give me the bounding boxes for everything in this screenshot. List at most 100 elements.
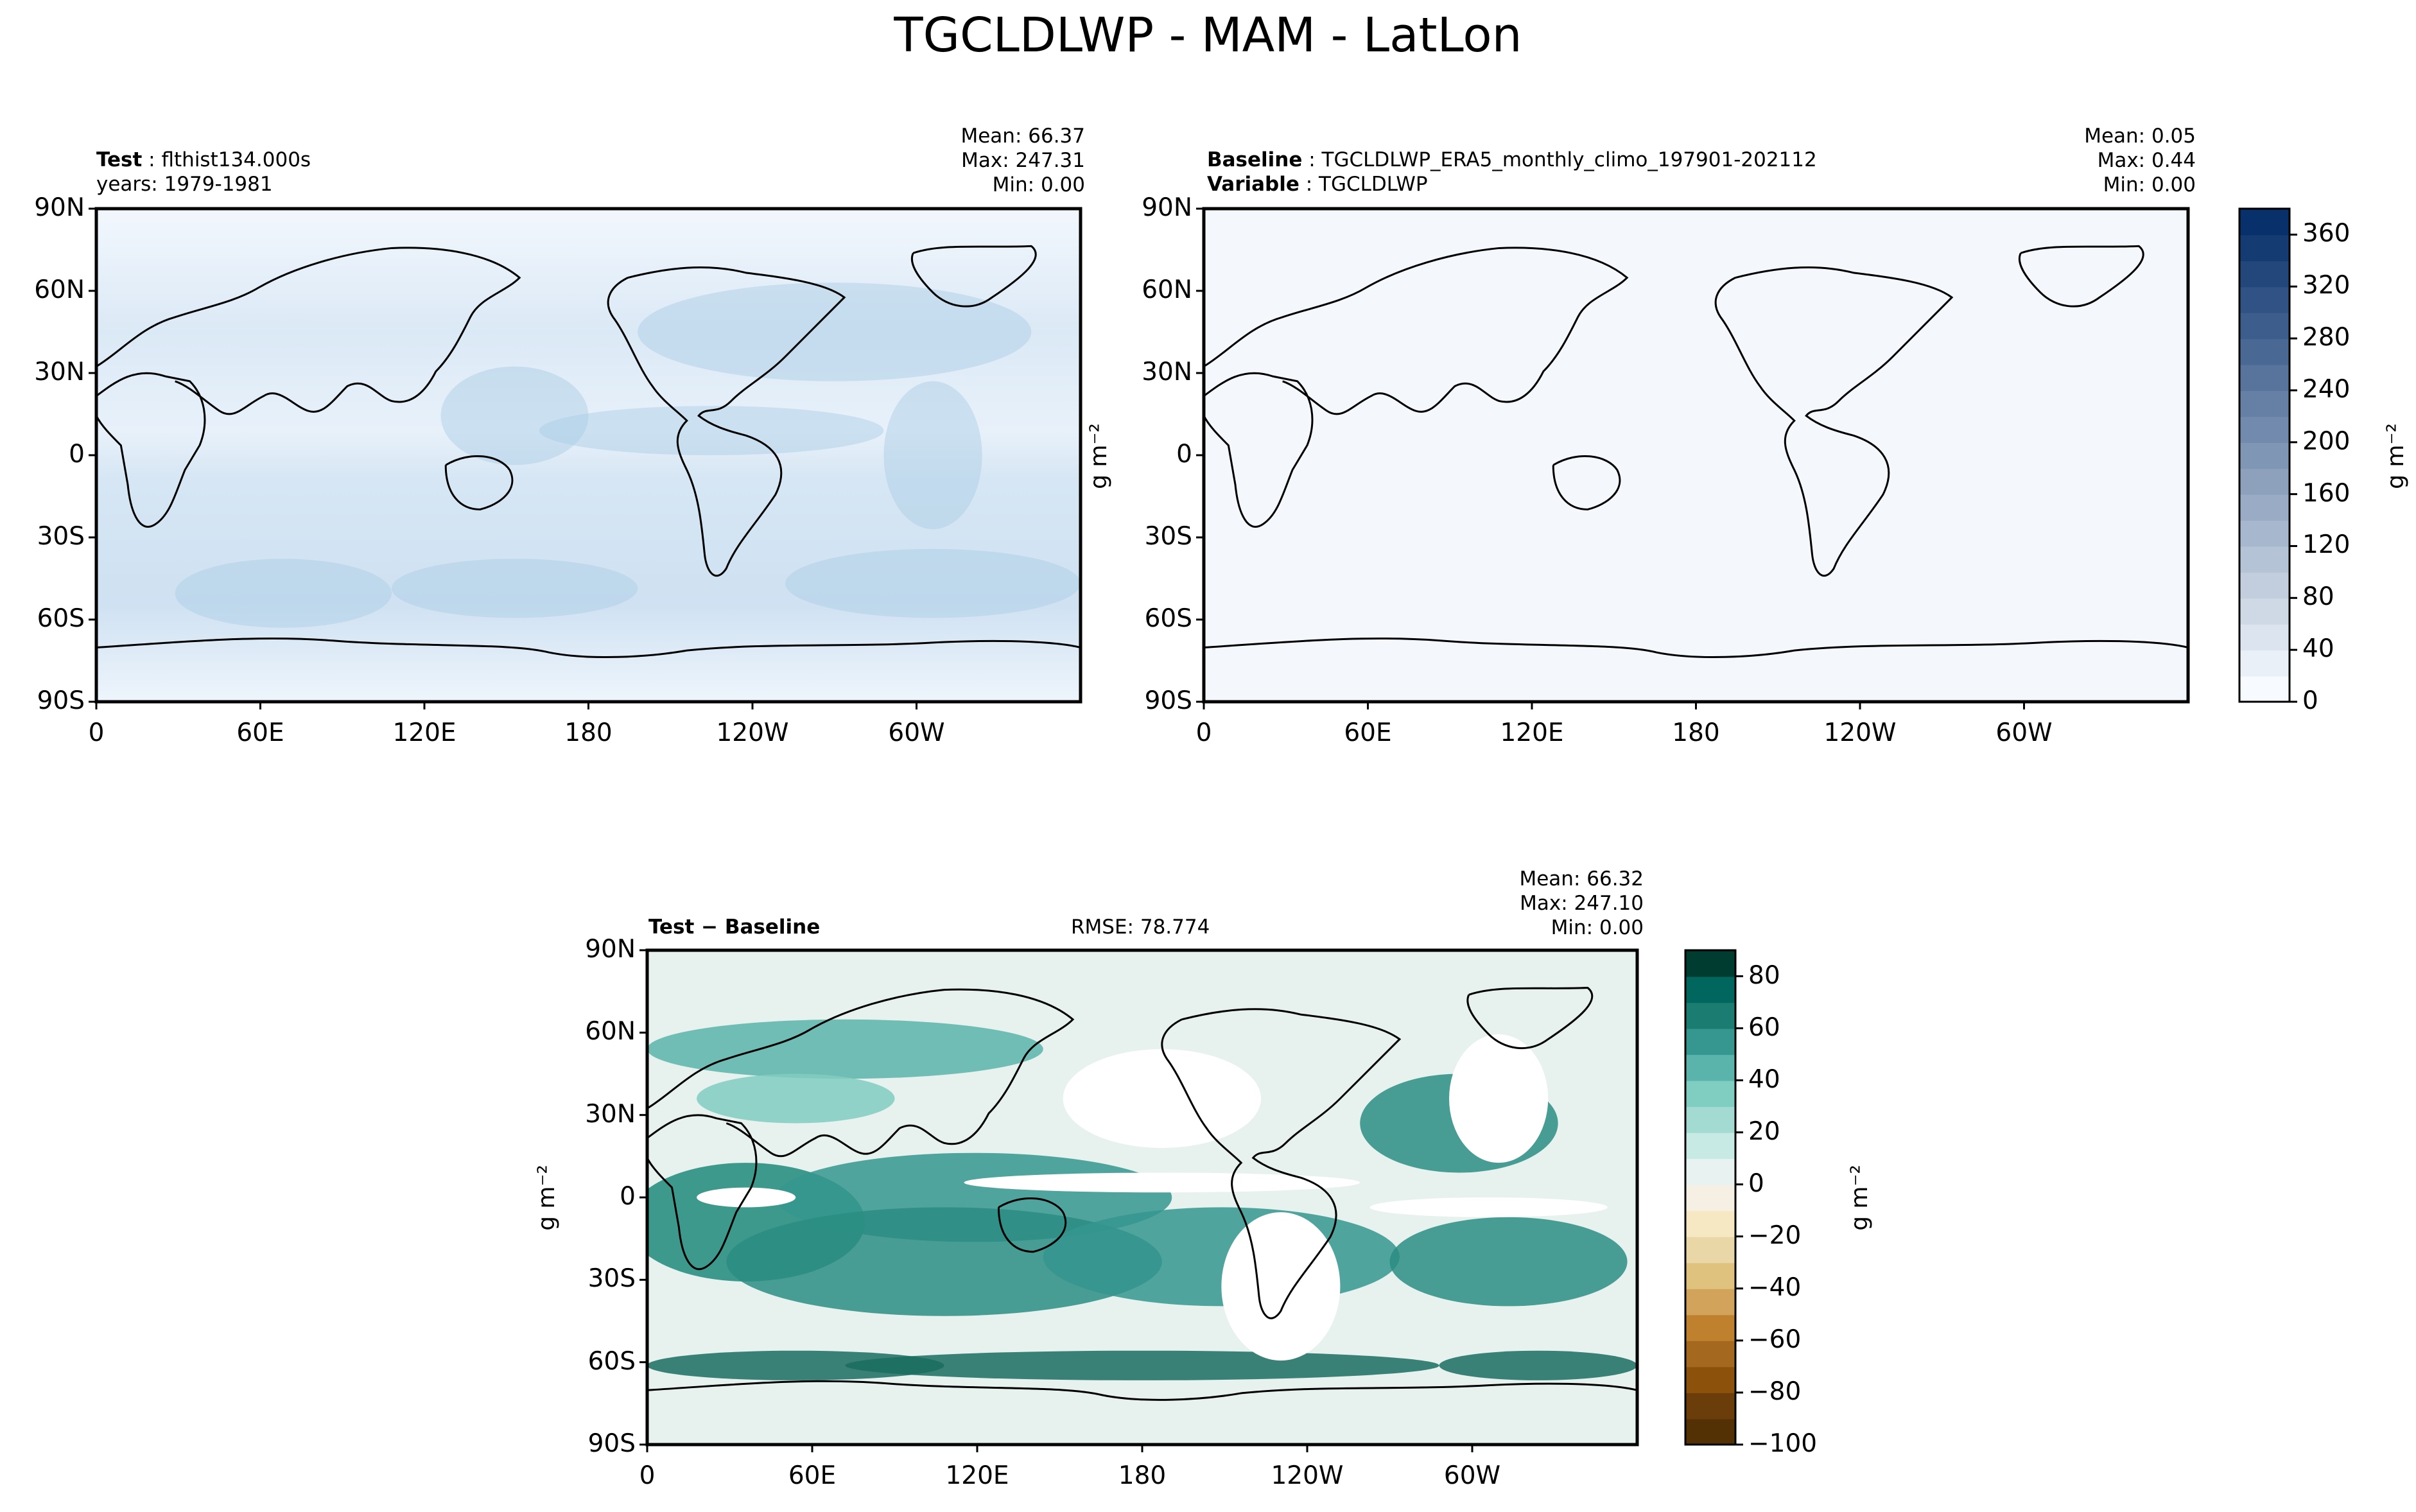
baseline-header: Baseline : TGCLDLWP_ERA5_monthly_climo_1… — [1207, 148, 1817, 196]
colorbar1-tick-label: 240 — [2302, 374, 2351, 404]
colorbar1-band — [2239, 546, 2290, 573]
diff-patch — [647, 1019, 1043, 1079]
test-coastline — [608, 267, 844, 575]
colorbar2-frame — [1684, 949, 1737, 1446]
diff-mean: Mean: 66.32 — [1519, 867, 1644, 891]
test-coastline — [912, 246, 1036, 306]
colorbar1-band — [2239, 234, 2290, 261]
colorbar2-tick-label: −80 — [1748, 1377, 1802, 1406]
diff-patch — [1043, 1207, 1400, 1307]
baseline-lon-label: 180 — [1672, 718, 1720, 747]
test-cloud-patch — [175, 559, 392, 628]
colorbar1-band — [2239, 598, 2290, 625]
colorbar1-band — [2239, 494, 2290, 521]
baseline-stats: Mean: 0.05 Max: 0.44 Min: 0.00 — [2084, 124, 2196, 197]
diff-header: Test − Baseline — [648, 915, 820, 939]
test-min: Min: 0.00 — [992, 173, 1085, 196]
baseline-lat-label: 30S — [1144, 522, 1192, 551]
diff-label: Test − Baseline — [648, 916, 821, 939]
colorbar2-band — [1685, 1262, 1735, 1289]
diff-lat-label: 90N — [585, 935, 636, 964]
diff-map — [639, 948, 1639, 1452]
colorbar2-band — [1685, 1106, 1735, 1133]
baseline-coastline — [2019, 246, 2143, 306]
test-lon-label: 120W — [716, 718, 789, 747]
diff-coastline — [647, 1381, 1637, 1400]
colorbar2-band — [1685, 1080, 1735, 1108]
test-cloud-patch — [638, 282, 1032, 381]
diff-lon-label: 120W — [1271, 1461, 1344, 1490]
colorbar1-band — [2239, 571, 2290, 599]
baseline-lon-label: 60W — [1995, 718, 2053, 747]
test-lon-label: 60E — [236, 718, 284, 747]
colorbar1-band — [2239, 520, 2290, 547]
colorbar2-band — [1685, 1002, 1735, 1029]
baseline-coastline — [1716, 267, 1952, 575]
baseline-lon-label: 120W — [1823, 718, 1897, 747]
baseline-lon-label: 120E — [1500, 718, 1564, 747]
test-cloud-patch — [883, 381, 982, 530]
diff-coastline — [647, 989, 1073, 1156]
test-lat-label: 30S — [37, 522, 85, 551]
baseline-lat-label: 60S — [1144, 604, 1192, 633]
baseline-min: Min: 0.00 — [2103, 173, 2196, 196]
colorbar1-band — [2239, 468, 2290, 495]
test-stats: Mean: 66.37 Max: 247.31 Min: 0.00 — [960, 124, 1085, 197]
colorbar2-band — [1685, 1392, 1735, 1420]
diff-lat-label: 60N — [585, 1017, 636, 1047]
colorbar2-tick-label: 80 — [1748, 960, 1780, 990]
diff-coastline — [1468, 988, 1592, 1048]
test-max: Max: 247.31 — [961, 149, 1085, 172]
colorbar1-band — [2239, 416, 2290, 443]
test-years: years: 1979-1981 — [96, 173, 273, 196]
test-coastline — [96, 373, 205, 526]
diff-patch — [1389, 1217, 1628, 1307]
test-coastline — [446, 456, 512, 509]
test-header: Test : flthist134.000s years: 1979-1981 — [96, 148, 311, 196]
test-coastline — [96, 638, 1081, 657]
baseline-lat-label: 90S — [1144, 686, 1192, 715]
test-cloud-patch — [539, 406, 884, 455]
diff-rmse: RMSE: 78.774 — [1071, 916, 1210, 939]
diff-patch — [845, 1350, 1439, 1380]
diff-gap — [964, 1172, 1360, 1193]
colorbar2-tick-label: −40 — [1748, 1273, 1802, 1302]
colorbar1-band — [2239, 209, 2290, 236]
colorbar1-band — [2239, 364, 2290, 391]
diff-lat-label: 30N — [585, 1099, 636, 1129]
colorbar2-tick-label: 40 — [1748, 1064, 1780, 1094]
colorbar1-band — [2239, 286, 2290, 313]
diff-lon-label: 0 — [639, 1461, 656, 1490]
baseline-coastlines — [1204, 246, 2188, 657]
baseline-coastline — [1204, 638, 2188, 657]
diff-gap — [1369, 1197, 1608, 1217]
diff-patch — [647, 1350, 944, 1380]
baseline-label: Baseline — [1207, 148, 1303, 171]
diff-coastline — [647, 1115, 756, 1269]
baseline-lat-label: 60N — [1142, 275, 1192, 304]
diff-stats: Mean: 66.32 Max: 247.10 Min: 0.00 — [1519, 867, 1644, 940]
test-map — [89, 207, 1082, 709]
diff-lat-label: 90S — [587, 1429, 636, 1458]
colorbar1-tick-label: 280 — [2302, 323, 2351, 352]
diff-gap — [1221, 1212, 1341, 1361]
colorbar2-tick-label: 0 — [1748, 1169, 1764, 1198]
baseline-lat-label: 90N — [1142, 193, 1192, 222]
diff-gap — [1449, 1034, 1549, 1163]
diff-lat-label: 60S — [587, 1346, 636, 1376]
diff-max: Max: 247.10 — [1520, 892, 1644, 915]
colorbar2-band — [1685, 976, 1735, 1004]
colorbar2-band — [1685, 1184, 1735, 1212]
colorbar2-band — [1685, 1132, 1735, 1160]
colorbar2-band — [1685, 1236, 1735, 1264]
colorbar2-band — [1685, 1054, 1735, 1081]
diff-min: Min: 0.00 — [1551, 916, 1644, 939]
colorbar2-band — [1685, 1158, 1735, 1185]
test-lon-label: 180 — [564, 718, 613, 747]
baseline-lat-label: 30N — [1142, 358, 1192, 387]
colorbar1-band — [2239, 390, 2290, 417]
baseline-lon-label: 60E — [1344, 718, 1392, 747]
colorbar2-band — [1685, 1340, 1735, 1368]
test-lon-label: 60W — [888, 718, 945, 747]
